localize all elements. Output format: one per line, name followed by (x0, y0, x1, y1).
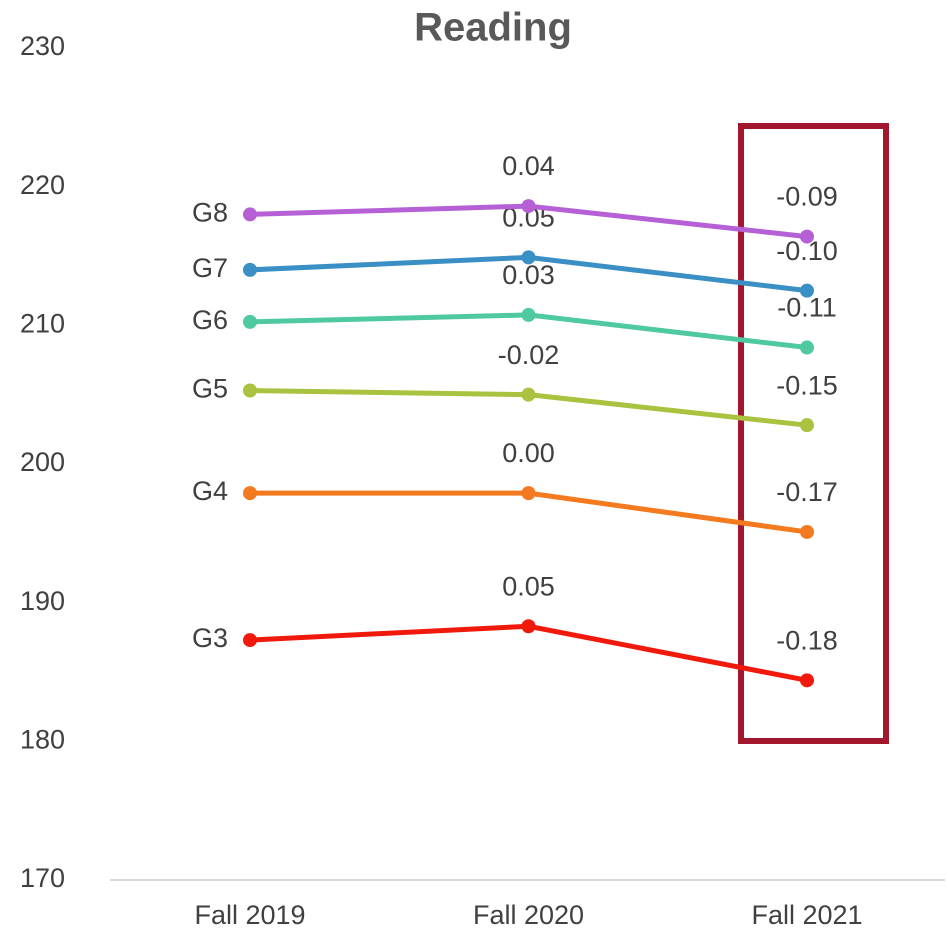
point (800, 673, 814, 688)
point (800, 283, 814, 298)
point (243, 383, 257, 398)
series-label: G8 (192, 198, 228, 228)
point (243, 314, 257, 329)
series-line (249, 623, 808, 683)
y-tick-label: 220 (20, 170, 65, 200)
y-tick-label: 230 (20, 31, 65, 61)
point (800, 340, 814, 355)
x-tick-label: Fall 2019 (194, 900, 305, 930)
x-tick-label: Fall 2021 (751, 900, 862, 930)
point (800, 524, 814, 539)
point (521, 250, 536, 265)
point (521, 199, 536, 214)
highlight-box (738, 123, 889, 744)
point (243, 207, 257, 222)
data-label: -0.15 (776, 370, 838, 400)
point (243, 486, 257, 501)
point (243, 262, 257, 277)
point (521, 387, 536, 402)
point (521, 619, 536, 634)
y-tick-label: 210 (20, 308, 65, 338)
data-label: 0.04 (502, 151, 555, 181)
series-label: G4 (192, 476, 228, 506)
data-label: -0.17 (776, 477, 838, 507)
chart-title: Reading (414, 6, 572, 50)
data-label: -0.02 (498, 340, 560, 370)
point (521, 307, 536, 322)
data-label: 0.00 (502, 438, 555, 468)
series-label: G7 (192, 253, 228, 283)
data-label: -0.09 (776, 182, 838, 212)
y-tick-label: 170 (20, 863, 65, 893)
y-tick-label: 180 (20, 724, 65, 754)
data-label: 0.03 (502, 260, 555, 290)
series-label: G5 (192, 374, 228, 404)
y-tick-label: 200 (20, 447, 65, 477)
series-label: G3 (192, 623, 228, 653)
data-label: 0.05 (502, 571, 555, 601)
x-tick-label: Fall 2020 (473, 900, 584, 930)
series-label: G6 (192, 305, 228, 335)
point (521, 486, 536, 501)
point (243, 633, 257, 648)
data-label: -0.18 (776, 625, 838, 655)
point (800, 229, 814, 244)
y-tick-label: 190 (20, 586, 65, 616)
point (800, 418, 814, 433)
